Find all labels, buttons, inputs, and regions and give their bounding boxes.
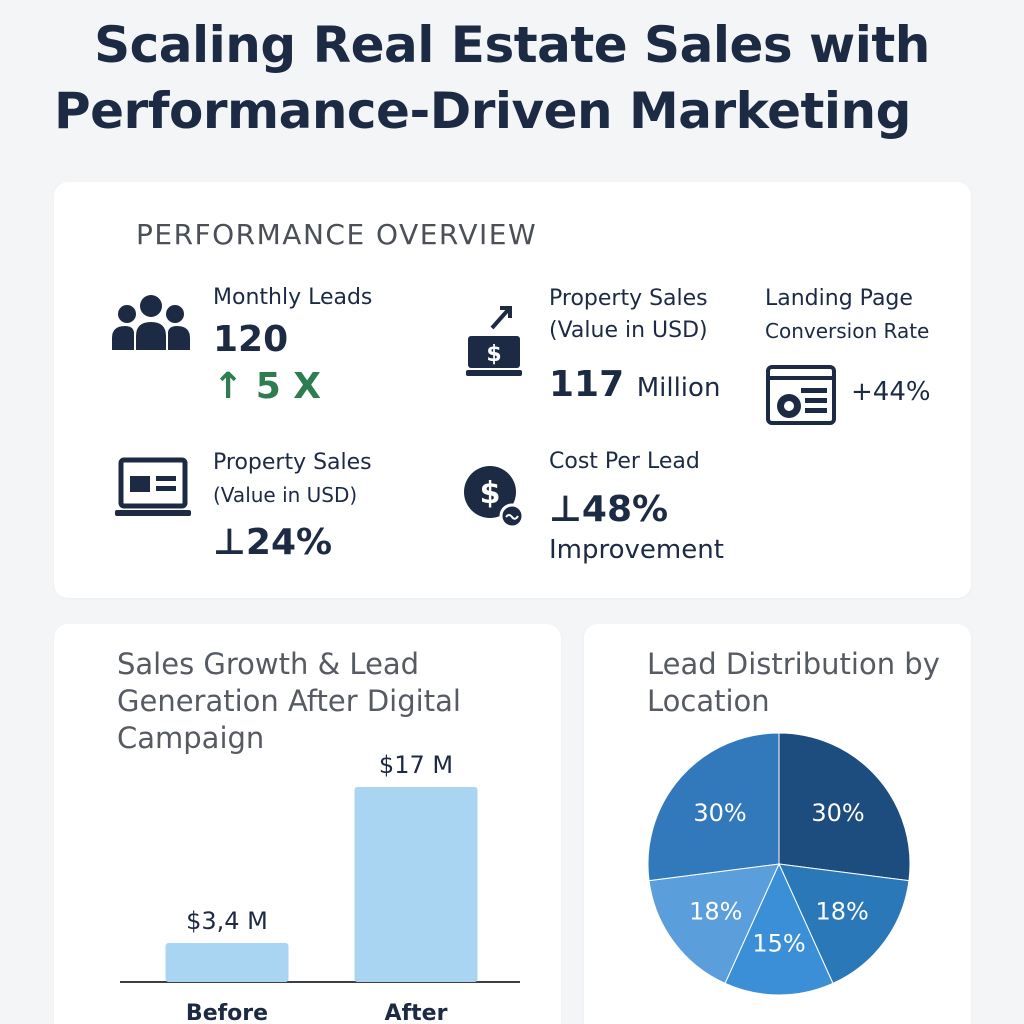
metric-property-sales-change: Property Sales (Value in USD) ⊥24% xyxy=(213,447,372,565)
slice-label: 18% xyxy=(816,898,869,926)
metric-value: ⊥24% xyxy=(213,522,333,563)
metric-value: 120 xyxy=(213,319,289,360)
metric-value: +44% xyxy=(851,377,931,407)
metric-value: ⊥48% xyxy=(549,489,669,530)
slice-label: 15% xyxy=(752,930,805,958)
title-line-1: Scaling Real Estate Sales with xyxy=(94,16,930,74)
title-line-2: Performance-Driven Marketing xyxy=(54,82,911,140)
bar-chart: $3,4 M Before $17 M After xyxy=(120,751,520,1024)
slice-label: 18% xyxy=(689,898,742,926)
metric-label: Cost Per Lead xyxy=(549,449,700,474)
pie-slice xyxy=(724,862,834,996)
metric-label-line-2: (Value in USD) xyxy=(213,483,358,507)
pie-slice xyxy=(648,863,780,985)
laptop-icon xyxy=(115,457,191,516)
value-number: 117 xyxy=(549,364,625,405)
metric-landing-page-conversion: Landing Page Conversion Rate xyxy=(765,283,929,347)
value-unit: Million xyxy=(636,373,721,403)
pie-slice xyxy=(647,732,780,882)
metric-label-line-2: (Value in USD) xyxy=(549,318,708,343)
section-heading: PERFORMANCE OVERVIEW xyxy=(136,218,538,251)
metric-conversion-value: +44% xyxy=(851,370,931,414)
sales-growth-card: Sales Growth & Lead Generation After Dig… xyxy=(54,624,561,1024)
metric-label-line-1: Landing Page xyxy=(765,286,913,311)
metric-value: 117 Million xyxy=(549,363,720,410)
money-stack-icon: $ xyxy=(466,306,522,376)
pie-slice xyxy=(778,732,911,882)
pie-chart-title: Lead Distribution by Location xyxy=(647,647,940,718)
landing-page-icon xyxy=(766,365,836,425)
metric-property-sales-value: Property Sales (Value in USD) 117 Millio… xyxy=(549,283,720,410)
lead-distribution-card: Lead Distribution by Location 30% 18% 15% 1… xyxy=(584,624,971,1024)
svg-text:$: $ xyxy=(480,476,501,511)
data-label: $3,4 M xyxy=(186,907,268,935)
metric-change: ↑ 5 X xyxy=(213,366,322,407)
slice-label: 30% xyxy=(811,799,864,827)
tick-label: Before xyxy=(186,1001,268,1024)
slice-label: 30% xyxy=(693,799,746,827)
data-label: $17 M xyxy=(379,751,453,779)
tick-label: After xyxy=(385,1001,448,1024)
page-title: Scaling Real Estate Sales with Performan… xyxy=(0,12,1024,144)
metric-label-line-2: Conversion Rate xyxy=(765,319,930,343)
bar-chart-title: Sales Growth & Lead Generation After Dig… xyxy=(117,647,461,755)
pie-slice xyxy=(778,863,910,985)
bar xyxy=(354,786,478,982)
performance-overview-card: PERFORMANCE OVERVIEW Monthly Leads 120 ↑… xyxy=(54,182,971,598)
metric-cost-per-lead: Cost Per Lead ⊥48% Improvement xyxy=(549,446,724,568)
people-icon xyxy=(112,295,190,350)
bar xyxy=(165,942,289,982)
metric-note: Improvement xyxy=(549,535,724,565)
metric-monthly-leads: Monthly Leads 120 ↑ 5 X xyxy=(213,282,372,410)
metric-label: Monthly Leads xyxy=(213,285,373,310)
metric-label-line-1: Property Sales xyxy=(213,450,372,475)
metric-label-line-1: Property Sales xyxy=(549,286,708,311)
svg-text:$: $ xyxy=(486,342,501,367)
dollar-coin-icon: $ xyxy=(464,466,525,529)
pie-chart: 30% 18% 15% 18% 30% xyxy=(647,732,911,996)
